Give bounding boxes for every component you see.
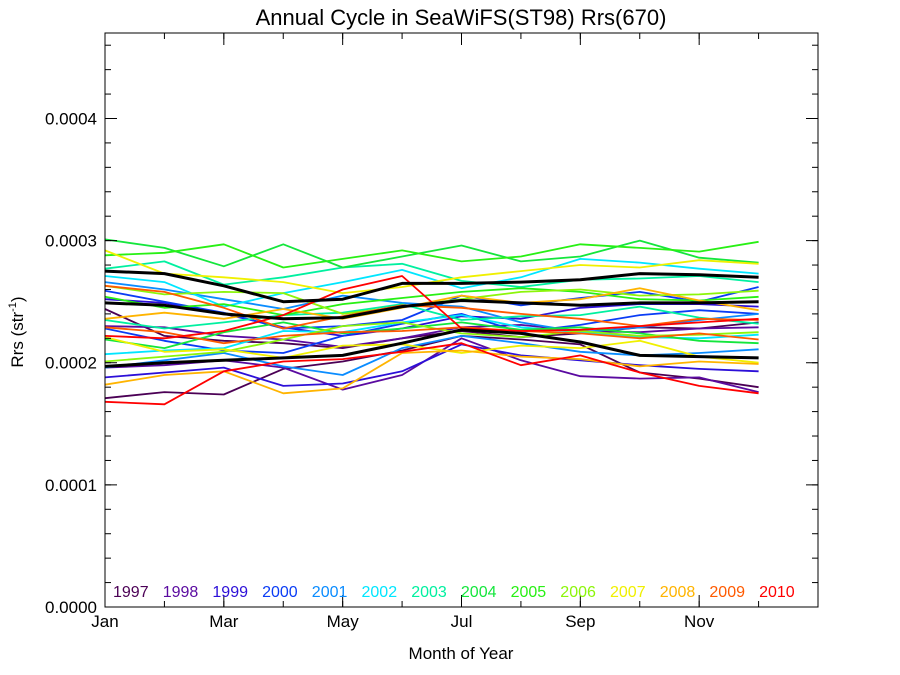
series-line-2000-2 — [104, 286, 759, 330]
legend-entry-1997: 1997 — [113, 584, 149, 601]
legend: 1997 1998 1999 2000 2001 2002 2003 2004 2005 2006… — [113, 584, 795, 601]
legend-entry-1998: 1998 — [163, 584, 199, 601]
legend-entry-2004: 2004 — [461, 584, 497, 601]
series-line-1997-2 — [104, 308, 759, 349]
y-tick-label-0.0000: 0.0000 — [45, 598, 97, 617]
series-line-2008-1 — [104, 349, 759, 395]
x-tick-label-sep: Sep — [565, 612, 595, 631]
series-line-2004-2 — [104, 321, 759, 349]
legend-entry-2000: 2000 — [262, 584, 298, 601]
y-axis-label: Rrs (str-1) — [7, 296, 27, 367]
y-tick-label-0.0003: 0.0003 — [45, 232, 97, 251]
series-line-2005-1 — [104, 240, 759, 269]
chart-title: Annual Cycle in SeaWiFS(ST98) Rrs(670) — [256, 5, 667, 30]
x-axis-label: Month of Year — [409, 644, 514, 663]
x-tick-label-mar: Mar — [209, 612, 239, 631]
mean-layer — [104, 269, 759, 368]
y-axis-label-sup: -1 — [7, 302, 19, 312]
series-line-1997-1 — [104, 335, 759, 400]
x-tick-label-may: May — [327, 612, 360, 631]
y-axis-label-main: Rrs (str — [8, 312, 27, 368]
series-line-2003-2 — [104, 303, 759, 330]
legend-entry-1999: 1999 — [212, 584, 248, 601]
legend-entry-2003: 2003 — [411, 584, 447, 601]
series-line-2002-1 — [104, 258, 759, 308]
y-tick-label-0.0004: 0.0004 — [45, 109, 97, 128]
y-axis-label-close: ) — [8, 296, 27, 302]
series-line-2009-2 — [104, 326, 759, 345]
legend-entry-2001: 2001 — [312, 584, 348, 601]
series-line-2003-1 — [104, 260, 759, 288]
x-tick-label-nov: Nov — [684, 612, 715, 631]
mean-line-3 — [104, 328, 759, 368]
y-tick-label-0.0001: 0.0001 — [45, 476, 97, 495]
x-tick-label-jan: Jan — [91, 612, 118, 631]
series-line-2010-1 — [104, 342, 759, 406]
legend-entry-2005: 2005 — [511, 584, 547, 601]
series-line-2007-2 — [104, 336, 759, 364]
legend-entry-2008: 2008 — [660, 584, 696, 601]
axes: Jan Mar May Jul Sep Nov 0.0000 0.0001 0.0002 0.00… — [45, 32, 819, 631]
legend-entry-2009: 2009 — [709, 584, 745, 601]
series-line-2006-2 — [104, 321, 759, 363]
legend-entry-2010: 2010 — [759, 584, 795, 601]
legend-entry-2007: 2007 — [610, 584, 646, 601]
legend-entry-2002: 2002 — [362, 584, 398, 601]
mean-line-1 — [104, 269, 759, 304]
y-tick-label-0.0002: 0.0002 — [45, 354, 97, 373]
legend-entry-2006: 2006 — [560, 584, 596, 601]
mean-line-2 — [104, 299, 759, 321]
series-layer — [104, 238, 759, 406]
x-tick-label-jul: Jul — [451, 612, 473, 631]
series-line-2004-1 — [104, 238, 759, 269]
